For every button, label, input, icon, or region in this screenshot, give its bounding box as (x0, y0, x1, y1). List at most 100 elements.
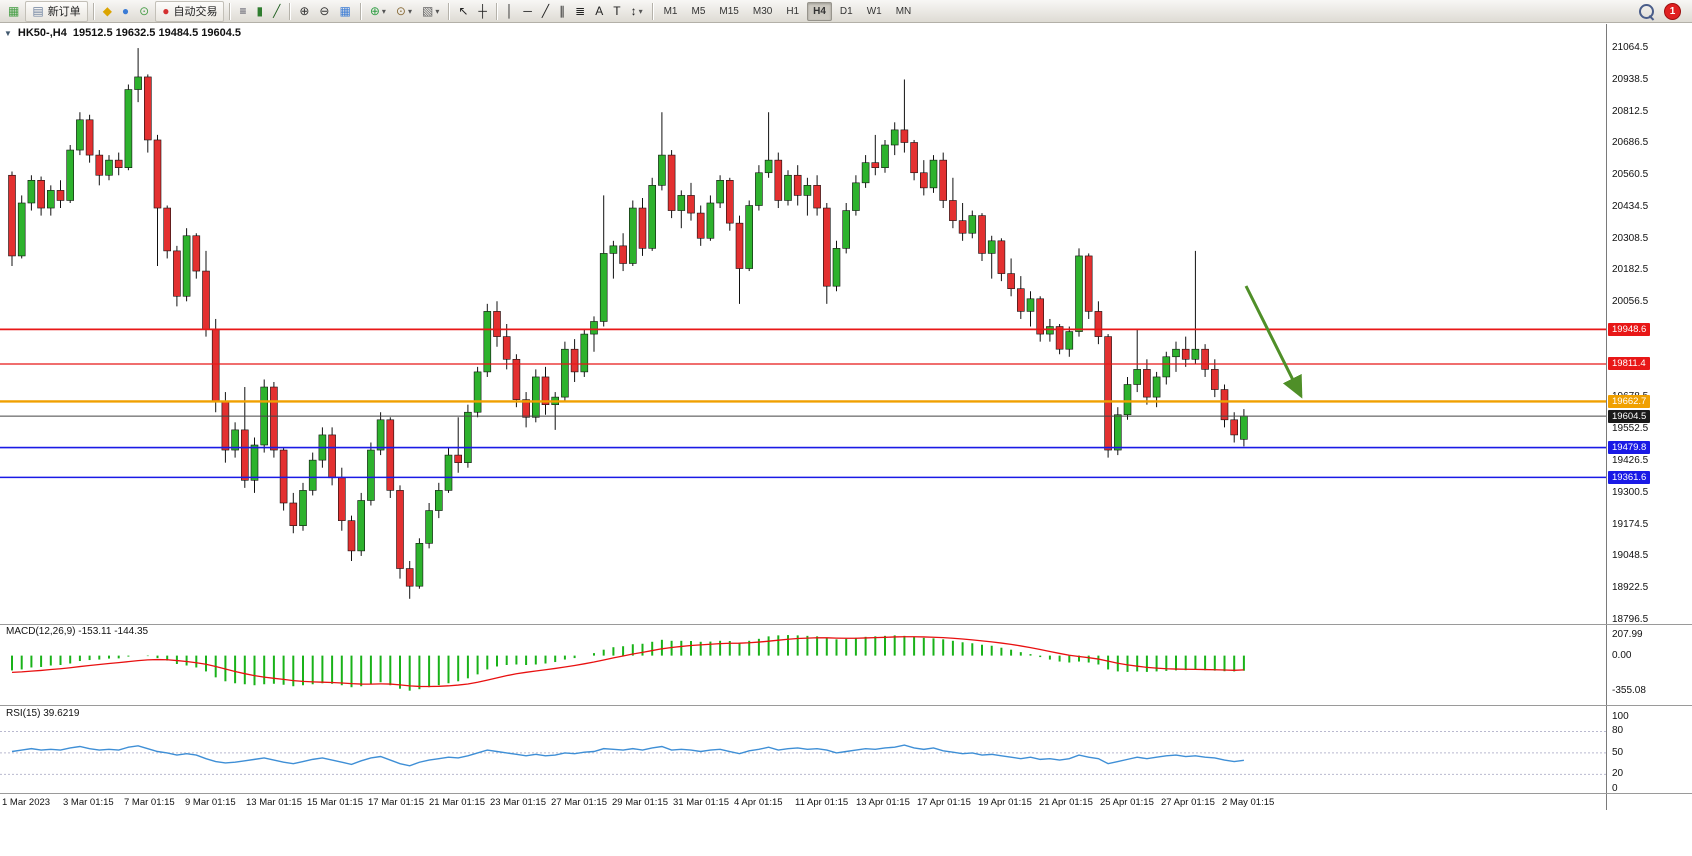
candlesticks (8, 48, 1248, 599)
channel-icon: ∥ (559, 4, 566, 18)
zoom-in-button[interactable]: ⊕ (295, 1, 313, 22)
tile-windows-button[interactable]: ▦ (335, 1, 354, 22)
community-button[interactable]: ● (118, 1, 133, 22)
time-label: 17 Mar 01:15 (368, 797, 424, 808)
horizontal-level-lines[interactable] (0, 328, 1606, 479)
candlestick-chart-icon: ▮ (256, 4, 264, 18)
timeframe-m15-button[interactable]: M15 (719, 5, 739, 17)
time-label: 9 Mar 01:15 (185, 797, 236, 808)
toolbar-separator (289, 2, 291, 20)
timeframe-m5-button[interactable]: M5 (691, 5, 706, 17)
quotes-icon: ◆ (102, 4, 112, 18)
time-label: 4 Apr 01:15 (734, 797, 783, 808)
price-badge-19948.6: 19948.6 (1608, 322, 1651, 336)
toolbar-right-group: 1 (1639, 2, 1689, 20)
price-axis[interactable]: 21064.5 20938.5 20812.5 20686.5 20560.5 20434… (1606, 24, 1692, 810)
time-label: 17 Apr 01:15 (917, 797, 971, 808)
crosshair-button[interactable]: ┼ (474, 1, 491, 22)
price-tick: 20686.5 (1612, 137, 1649, 149)
support-icon: ⊙ (139, 4, 150, 18)
text-button[interactable]: A (591, 1, 607, 22)
rsi-name: RSI(15) (6, 708, 41, 719)
trend-arrow-annotation[interactable] (1244, 285, 1303, 399)
price-badge-19811.4: 19811.4 (1608, 357, 1650, 371)
rsi-tick: 100 (1612, 711, 1629, 723)
crosshair-icon: ┼ (478, 4, 487, 18)
fibonacci-button[interactable]: ≣ (571, 1, 589, 22)
trendline-button[interactable]: ╱ (538, 1, 553, 22)
price-tick: 19300.5 (1612, 486, 1649, 498)
indicators-button[interactable]: ⊕ ▾ (366, 1, 390, 22)
arrows-button[interactable]: ↕ ▾ (627, 1, 647, 22)
autotrading-button[interactable]: ● 自动交易 (155, 0, 225, 22)
toolbar-separator (359, 2, 361, 20)
channel-button[interactable]: ∥ (555, 1, 569, 22)
cursor-icon: ↖ (458, 4, 469, 18)
label-icon: T (613, 4, 621, 18)
chevron-down-icon: ▾ (435, 6, 440, 16)
chart-window[interactable]: ▼ HK50-,H4 19512.5 19632.5 19484.5 19604… (0, 24, 1606, 856)
bar-chart-button[interactable]: ≡ (235, 1, 250, 22)
time-label: 29 Mar 01:15 (612, 797, 668, 808)
quotes-button[interactable]: ◆ (99, 1, 116, 22)
price-tick: 20812.5 (1612, 105, 1649, 117)
macd-tick: 207.99 (1612, 629, 1643, 641)
time-label: 23 Mar 01:15 (490, 797, 546, 808)
chevron-down-icon: ▾ (407, 6, 412, 16)
price-badge-19662.7: 19662.7 (1608, 394, 1651, 408)
zoom-out-button[interactable]: ⊖ (315, 1, 333, 22)
price-tick: 20308.5 (1612, 232, 1649, 244)
timeframe-mn-button[interactable]: MN (895, 5, 912, 17)
new-order-button[interactable]: ▤ 新订单 (25, 0, 88, 22)
search-icon[interactable] (1639, 3, 1654, 19)
notification-badge[interactable]: 1 (1664, 2, 1681, 20)
time-label: 1 Mar 2023 (2, 797, 51, 808)
candlestick-chart-button[interactable]: ▮ (253, 1, 268, 22)
community-icon: ● (121, 4, 130, 18)
timeframe-d1-button[interactable]: D1 (839, 5, 853, 17)
timeframe-h1-button[interactable]: H1 (786, 5, 800, 17)
time-label: 21 Mar 01:15 (429, 797, 485, 808)
price-tick: 21064.5 (1612, 42, 1649, 54)
price-tick: 20056.5 (1612, 296, 1649, 308)
label-button[interactable]: T (609, 1, 624, 22)
bar-chart-icon: ≡ (239, 4, 247, 18)
new-chart-button[interactable]: ▦ (4, 1, 23, 22)
horizontal-line-button[interactable]: ─ (519, 1, 536, 22)
indicators-icon: ⊕ (369, 4, 380, 18)
time-label: 19 Apr 01:15 (978, 797, 1032, 808)
price-tick: 19174.5 (1612, 518, 1649, 530)
time-label: 27 Mar 01:15 (551, 797, 607, 808)
panel-separator-rsi[interactable] (0, 705, 1692, 706)
macd-tick: 0.00 (1612, 649, 1632, 661)
cursor-button[interactable]: ↖ (454, 1, 472, 22)
timeframe-m30-button[interactable]: M30 (752, 5, 773, 17)
chevron-down-icon: ▾ (638, 6, 643, 16)
price-badge-19604.5: 19604.5 (1608, 409, 1651, 423)
time-label: 11 Apr 01:15 (795, 797, 849, 808)
timeframe-h4-button[interactable]: H4 (807, 1, 832, 21)
autotrading-button-label: 自动交易 (173, 6, 218, 18)
time-axis[interactable]: 1 Mar 2023 3 Mar 01:15 7 Mar 01:15 9 Mar 01… (0, 793, 1606, 813)
price-chart-canvas[interactable] (0, 24, 1606, 793)
vertical-line-icon: │ (505, 4, 514, 18)
new-chart-icon: ▦ (8, 4, 20, 18)
price-badge-19479.8: 19479.8 (1608, 441, 1651, 455)
periods-button[interactable]: ⊙ ▾ (392, 1, 416, 22)
support-button[interactable]: ⊙ (135, 1, 153, 22)
panel-separator-macd[interactable] (0, 624, 1692, 625)
time-label: 13 Apr 01:15 (856, 797, 910, 808)
timeframe-m1-button[interactable]: M1 (663, 5, 678, 17)
line-chart-button[interactable]: ╱ (269, 1, 284, 22)
time-label: 7 Mar 01:15 (124, 797, 175, 808)
time-label: 2 May 01:15 (1222, 797, 1275, 808)
arrows-icon: ↕ (630, 4, 637, 18)
one-click-trading-toggle[interactable]: ▼ (4, 28, 12, 38)
price-tick: 19426.5 (1612, 455, 1649, 467)
timeframe-w1-button[interactable]: W1 (866, 5, 882, 17)
templates-button[interactable]: ▧ ▾ (418, 1, 443, 22)
rsi-indicator (0, 730, 1606, 775)
vertical-line-button[interactable]: │ (502, 1, 518, 22)
price-tick: 18922.5 (1612, 582, 1649, 594)
panel-separator-time (0, 793, 1692, 794)
